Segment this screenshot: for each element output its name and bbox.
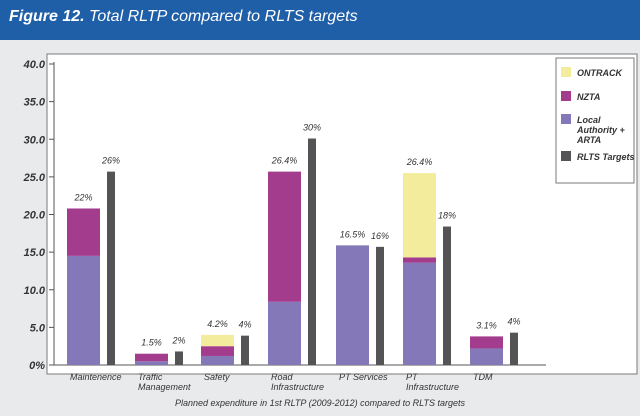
bar-segment-nzta (201, 346, 234, 356)
x-category-label: PT Services (339, 372, 388, 382)
rltp-total-label: 22% (73, 192, 92, 202)
x-category-label: Road (271, 372, 294, 382)
y-tick-label: 25.0 (23, 172, 46, 184)
legend-label-ontrack: ONTRACK (577, 68, 623, 78)
bar-segment-nzta (403, 257, 436, 263)
bar-segment-local-authority-arta (470, 348, 503, 365)
y-tick-label: 20.0 (23, 210, 46, 222)
rlts-target-label: 4% (507, 317, 520, 327)
legend-swatch-rlts-targets (561, 151, 571, 161)
y-tick-label: 0% (29, 360, 45, 372)
rltp-total-label: 4.2% (207, 319, 228, 329)
bar-segment-local-authority-arta (67, 255, 100, 365)
bar-segment-local-authority-arta (135, 361, 168, 365)
x-category-label: Traffic (138, 372, 163, 382)
bar-segment-local-authority-arta (268, 301, 301, 365)
bar-rlts-target (308, 138, 316, 365)
legend-swatch-local-authority-arta (561, 114, 571, 124)
legend-swatch-nzta (561, 91, 571, 101)
bar-rlts-target (510, 332, 518, 365)
bar-segment-nzta (67, 208, 100, 256)
rlts-target-label: 30% (303, 122, 321, 132)
legend-swatch-ontrack (561, 67, 571, 77)
bar-segment-local-authority-arta (403, 262, 436, 365)
bar-rlts-target (376, 246, 384, 365)
legend-label-local-authority-arta: ARTA (576, 135, 601, 145)
bar-segment-local-authority-arta (336, 245, 369, 365)
bar-segment-local-authority-arta (201, 355, 234, 365)
chart-caption: Planned expenditure in 1st RLTP (2009-20… (175, 398, 465, 408)
y-tick-label: 35.0 (24, 97, 46, 109)
legend-label-local-authority-arta: Local (577, 115, 601, 125)
figure-title: Figure 12. Total RLTP compared to RLTS t… (9, 8, 358, 26)
x-category-label: Maintenence (70, 372, 122, 382)
bar-segment-ontrack (403, 173, 436, 258)
rlts-target-label: 16% (371, 231, 389, 241)
legend-label-nzta: NZTA (577, 92, 600, 102)
rltp-total-label: 3.1% (476, 320, 497, 330)
y-tick-label: 30.0 (24, 134, 46, 146)
bar-rlts-target (175, 351, 183, 365)
bar-segment-ontrack (201, 334, 234, 347)
rltp-total-label: 26.4% (406, 157, 433, 167)
rltp-total-label: 26.4% (271, 156, 298, 166)
legend-label-local-authority-arta: Authority + (576, 125, 625, 135)
x-category-label: Infrastructure (271, 382, 324, 392)
bar-segment-nzta (135, 353, 168, 362)
y-tick-label: 5.0 (30, 322, 46, 334)
legend-label-rlts-targets: RLTS Targets (577, 152, 635, 162)
y-tick-label: 40.0 (23, 59, 46, 71)
rlts-target-label: 2% (171, 335, 185, 345)
x-category-label: TDM (473, 372, 493, 382)
bar-rlts-target (107, 171, 115, 365)
figure-title-text: Total RLTP compared to RLTS targets (89, 8, 358, 25)
stacked-bar-chart: 0% 5.0 10.0 15.0 20.0 25.0 30.0 35.0 40.0 22% 26% M… (23, 53, 638, 392)
rlts-target-label: 4% (238, 320, 251, 330)
y-tick-label: 15.0 (24, 247, 46, 259)
bar-rlts-target (443, 226, 451, 365)
bar-segment-nzta (470, 336, 503, 349)
y-tick-label: 10.0 (24, 285, 46, 297)
x-category-label: Management (138, 382, 191, 392)
rlts-target-label: 18% (438, 211, 456, 221)
figure-header: Figure 12. Total RLTP compared to RLTS t… (0, 0, 640, 40)
x-category-label: Safety (204, 372, 230, 382)
rltp-total-label: 16.5% (340, 229, 366, 239)
bar-segment-nzta (268, 171, 301, 302)
x-category-label: Infrastructure (406, 382, 459, 392)
x-category-label: PT (406, 372, 419, 382)
bar-rlts-target (241, 335, 249, 365)
figure-label: Figure 12. (9, 8, 85, 25)
rltp-total-label: 1.5% (141, 338, 162, 348)
rlts-target-label: 26% (101, 156, 120, 166)
